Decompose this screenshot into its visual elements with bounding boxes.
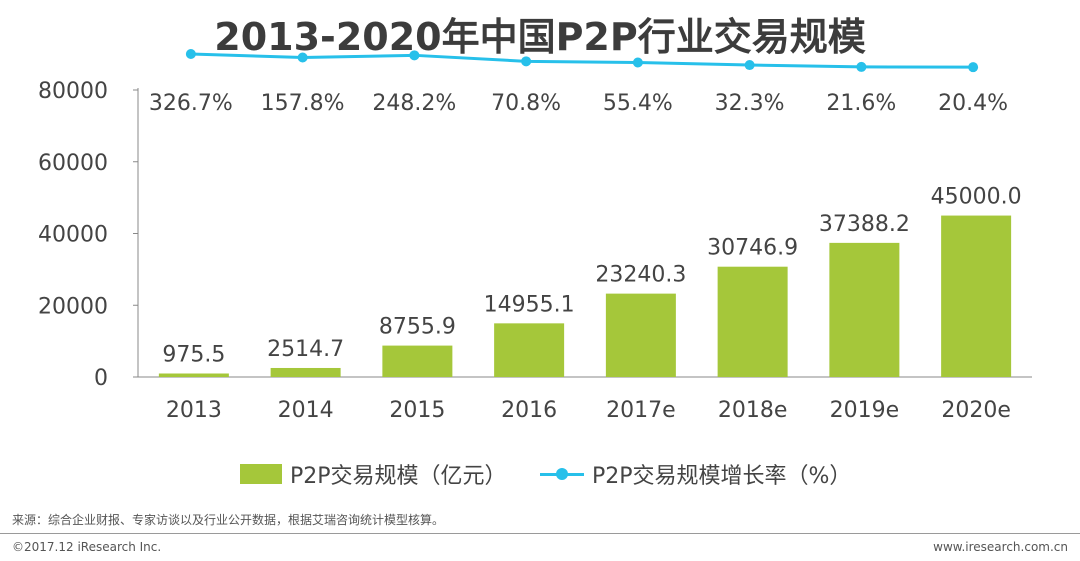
x-tick-label: 2014 <box>278 398 334 423</box>
legend-label-volume: P2P交易规模（亿元） <box>290 464 507 489</box>
growth-point-2015 <box>409 50 420 61</box>
growth-value-label: 32.3% <box>715 91 785 116</box>
bar-2020e <box>941 215 1012 377</box>
growth-value-label: 326.7% <box>149 91 233 116</box>
bar-value-label: 23240.3 <box>595 263 686 288</box>
growth-point-2017e <box>632 57 643 68</box>
chart-plot: 0 20000 40000 60000 80000 975.5 2013 2514.7 2014… <box>38 48 1032 423</box>
growth-rate-line <box>190 52 974 69</box>
bar-value-label: 45000.0 <box>931 185 1022 210</box>
y-tick-label: 80000 <box>38 79 108 104</box>
bar-value-label: 37388.2 <box>819 212 910 237</box>
growth-point-2018e <box>744 60 755 71</box>
x-tick-label: 2015 <box>389 398 445 423</box>
y-tick-label: 20000 <box>38 294 108 319</box>
bar-2019e <box>829 242 900 377</box>
legend-swatch-bar <box>240 464 282 484</box>
growth-value-label: 157.8% <box>261 91 345 116</box>
growth-value-label: 21.6% <box>826 91 896 116</box>
legend-item-growth: P2P交易规模增长率（%） <box>540 458 851 490</box>
y-tick-label: 60000 <box>38 151 108 176</box>
y-tick-label: 0 <box>94 366 108 391</box>
legend-label-growth: P2P交易规模增长率（%） <box>592 464 852 489</box>
bar-value-label: 2514.7 <box>267 337 344 362</box>
chart-title: 2013-2020年中国P2P行业交易规模 <box>214 15 866 59</box>
source-note: 来源：综合企业财报、专家访谈以及行业公开数据，根据艾瑞咨询统计模型核算。 <box>12 513 445 527</box>
chart-legend: P2P交易规模（亿元） P2P交易规模增长率（%） <box>0 458 1080 490</box>
growth-point-2019e <box>856 61 867 72</box>
growth-point-2016 <box>521 56 532 67</box>
y-tick-label: 40000 <box>38 223 108 248</box>
growth-value-label: 20.4% <box>938 91 1008 116</box>
bar-2015 <box>382 345 453 377</box>
legend-item-volume: P2P交易规模（亿元） <box>240 458 507 490</box>
growth-point-2014 <box>297 52 308 63</box>
bar-value-label: 8755.9 <box>379 315 456 340</box>
bar-value-label: 14955.1 <box>484 292 575 317</box>
bar-2014 <box>270 367 341 377</box>
growth-value-label: 248.2% <box>372 91 456 116</box>
bar-2013 <box>158 373 229 377</box>
footer-divider <box>0 533 1080 534</box>
growth-point-2020e <box>968 62 979 73</box>
bar-value-label: 975.5 <box>162 343 225 368</box>
x-tick-label: 2020e <box>941 398 1011 423</box>
bar-2017e <box>605 293 676 377</box>
x-tick-label: 2013 <box>166 398 222 423</box>
legend-swatch-line <box>540 464 584 484</box>
growth-point-2013 <box>185 48 196 59</box>
growth-value-label: 55.4% <box>603 91 673 116</box>
x-tick-label: 2018e <box>718 398 788 423</box>
copyright-text: ©2017.12 iResearch Inc. <box>12 540 162 554</box>
x-tick-label: 2016 <box>501 398 557 423</box>
bar-2016 <box>494 323 565 377</box>
bar-2018e <box>717 266 788 377</box>
website-link[interactable]: www.iresearch.com.cn <box>933 540 1068 554</box>
x-tick-label: 2017e <box>606 398 676 423</box>
growth-value-label: 70.8% <box>491 91 561 116</box>
bar-value-label: 30746.9 <box>707 236 798 261</box>
x-tick-label: 2019e <box>830 398 900 423</box>
